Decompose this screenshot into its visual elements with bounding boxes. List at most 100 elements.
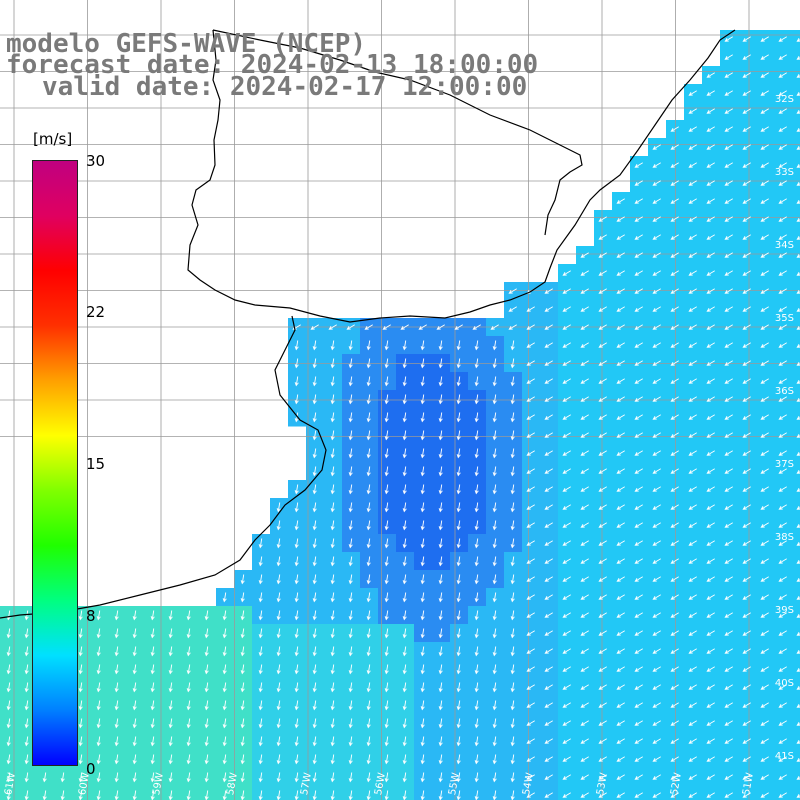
wind-arrow [456,484,461,495]
wind-arrow [96,772,101,783]
lat-label: 38S [774,532,794,543]
wind-arrow [778,648,787,654]
wind-arrow [760,180,769,186]
wind-arrow [384,682,389,693]
wind-arrow [688,702,697,708]
wind-arrow [474,592,479,603]
wind-arrow [634,306,643,312]
wind-arrow [510,358,515,369]
wind-arrow [580,612,589,618]
wind-speed-cell [792,426,800,445]
wind-arrow [330,628,335,639]
wind-arrow [42,772,47,783]
wind-arrow [616,684,625,690]
wind-arrow [616,306,625,312]
wind-arrow [742,414,751,420]
wind-speed-cell [792,174,800,193]
wind-arrow [348,700,353,711]
wind-arrow [474,700,479,711]
wind-arrow [366,736,371,747]
wind-arrow [706,774,715,780]
wind-arrow [366,754,371,765]
wind-arrow [706,108,715,114]
colorbar-unit: [m/s] [33,130,73,148]
wind-arrow [706,306,715,312]
wind-arrow [456,736,461,747]
wind-arrow [526,522,535,528]
wind-arrow [652,252,661,258]
wind-speed-cell [792,786,800,800]
wind-arrow [384,394,389,405]
wind-arrow [670,306,679,312]
wind-speed-cell [684,786,703,800]
wind-arrow [258,610,263,621]
wind-arrow [402,430,407,441]
wind-arrow [742,630,751,636]
wind-arrow [132,646,137,657]
wind-arrow [598,270,607,276]
wind-arrow [778,90,787,96]
wind-arrow [474,358,479,369]
wind-arrow [724,558,733,564]
wind-arrow [724,378,733,384]
wind-arrow [168,646,173,657]
wind-arrow [366,448,371,459]
wind-arrow [670,270,679,276]
wind-arrow [96,610,101,621]
colorbar-tick-8: 8 [86,607,96,625]
wind-arrow [490,324,499,330]
wind-arrow [724,504,733,510]
wind-arrow [384,556,389,567]
coastline [187,29,736,323]
wind-arrow [634,612,643,618]
wind-arrow [778,612,787,618]
wind-arrow [778,396,787,402]
wind-arrow [312,700,317,711]
wind-arrow [492,484,497,495]
wind-arrow [312,430,317,441]
wind-arrow [760,36,769,42]
wind-arrow [294,358,299,369]
wind-arrow [652,738,661,744]
wind-arrow [456,772,461,783]
wind-arrow [204,772,209,783]
wind-arrow [420,466,425,477]
wind-arrow [312,664,317,675]
wind-arrow [348,340,353,351]
wind-arrow [688,630,697,636]
wind-arrow [438,682,443,693]
wind-arrow [742,666,751,672]
wind-arrow [366,538,371,549]
wind-arrow [724,540,733,546]
wind-arrow [492,520,497,531]
lat-label: 35S [774,313,794,324]
wind-arrow [474,682,479,693]
wind-arrow [598,414,607,420]
wind-arrow [474,448,479,459]
wind-arrow [742,522,751,528]
wind-arrow [168,682,173,693]
wind-arrow [634,792,643,798]
wind-arrow [742,90,751,96]
wind-arrow [330,376,335,387]
wind-arrow [634,468,643,474]
wind-arrow [366,358,371,369]
wind-arrow [562,324,571,330]
wind-arrow [526,684,535,690]
wind-arrow [778,54,787,60]
wind-arrow [616,774,625,780]
wind-arrow [294,682,299,693]
wind-arrow [526,450,535,456]
wind-arrow [330,592,335,603]
wind-arrow [526,774,535,780]
colorbar [32,160,78,766]
wind-arrow [544,594,553,600]
wind-arrow [456,520,461,531]
wind-speed-cell [792,660,800,679]
wind-arrow [706,792,715,798]
wind-arrow [526,702,535,708]
wind-arrow [670,486,679,492]
wind-arrow [132,754,137,765]
wind-arrow [366,772,371,783]
wind-arrow [760,522,769,528]
